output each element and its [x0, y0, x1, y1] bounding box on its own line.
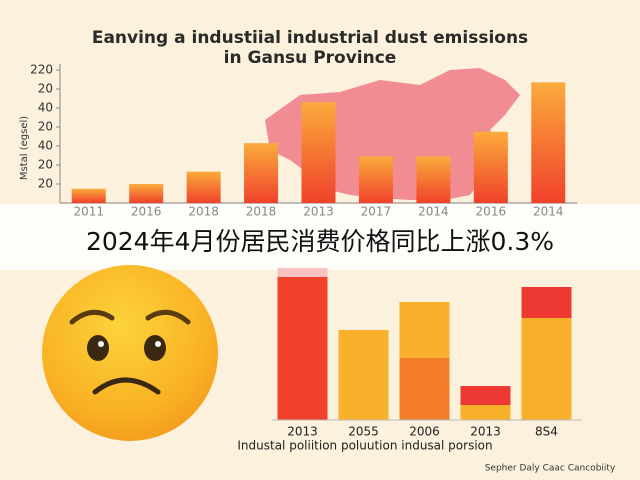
bar-segment: [399, 302, 450, 358]
x-tick-label: 2014: [533, 205, 564, 219]
y-tick-label: 20: [38, 82, 53, 96]
bar: [71, 188, 106, 203]
bar: [531, 82, 566, 203]
bar: [416, 156, 451, 203]
bar-segment: [460, 405, 511, 420]
bar: [129, 184, 164, 203]
sad-face: [42, 265, 218, 441]
bar: [186, 171, 221, 203]
banner-bg: [0, 204, 640, 270]
x-tick-label: 2055: [348, 425, 379, 439]
x-tick-labels: 2011 2016 2018 2018 2013 2017 2014 2016 2014: [73, 205, 563, 219]
y-tick-label: 40: [38, 101, 53, 115]
bar: [244, 143, 279, 203]
bar-segment: [521, 318, 572, 420]
x-tick-label: 8S4: [535, 425, 558, 439]
y-tick-label: 20: [38, 120, 53, 134]
y-tick-label: 220: [30, 63, 53, 77]
bar-segment: [277, 277, 328, 420]
bar-segment: [399, 358, 450, 420]
x-tick-label: 2013: [303, 205, 334, 219]
bar-segment: [277, 268, 328, 277]
x-axis-label: Industal poliition poluution indusal por…: [237, 439, 492, 453]
chart-subtitle: in Gansu Province: [224, 48, 397, 68]
x-tick-label: 2014: [418, 205, 449, 219]
x-tick-label: 2016: [476, 205, 507, 219]
top-chart: 20 20 40 20 40 20 220: [30, 63, 577, 204]
y-tick-label: 20: [38, 158, 53, 172]
x-tick-label: 2018: [188, 205, 219, 219]
y-tick-label: 20: [38, 177, 53, 191]
x-tick-label: 2017: [361, 205, 392, 219]
y-axis-label: Mstal (egsel): [19, 116, 30, 180]
y-tick-label: 40: [38, 139, 53, 153]
bar: [473, 131, 508, 203]
x-tick-label: 2013: [287, 425, 318, 439]
bottom-chart: 2013 2055 2006 2013 8S4: [277, 268, 572, 439]
footer: Sepher Daly Caac Cancobiity: [485, 464, 616, 474]
banner-text: 2024年4月份居民消费价格同比上涨0.3%: [86, 227, 554, 256]
bar: [358, 156, 393, 203]
bar-segment: [521, 287, 572, 318]
x-tick-label: 2006: [409, 425, 440, 439]
x-tick-label: 2016: [131, 205, 162, 219]
bar-segment: [460, 386, 511, 405]
bar: [301, 102, 336, 203]
x-tick-label: 2013: [470, 425, 501, 439]
x-tick-label: 2011: [73, 205, 104, 219]
chart-title: Eanving a industiial industrial dust emi…: [92, 28, 528, 48]
x-tick-label: 2018: [246, 205, 277, 219]
bar-segment: [338, 330, 389, 420]
